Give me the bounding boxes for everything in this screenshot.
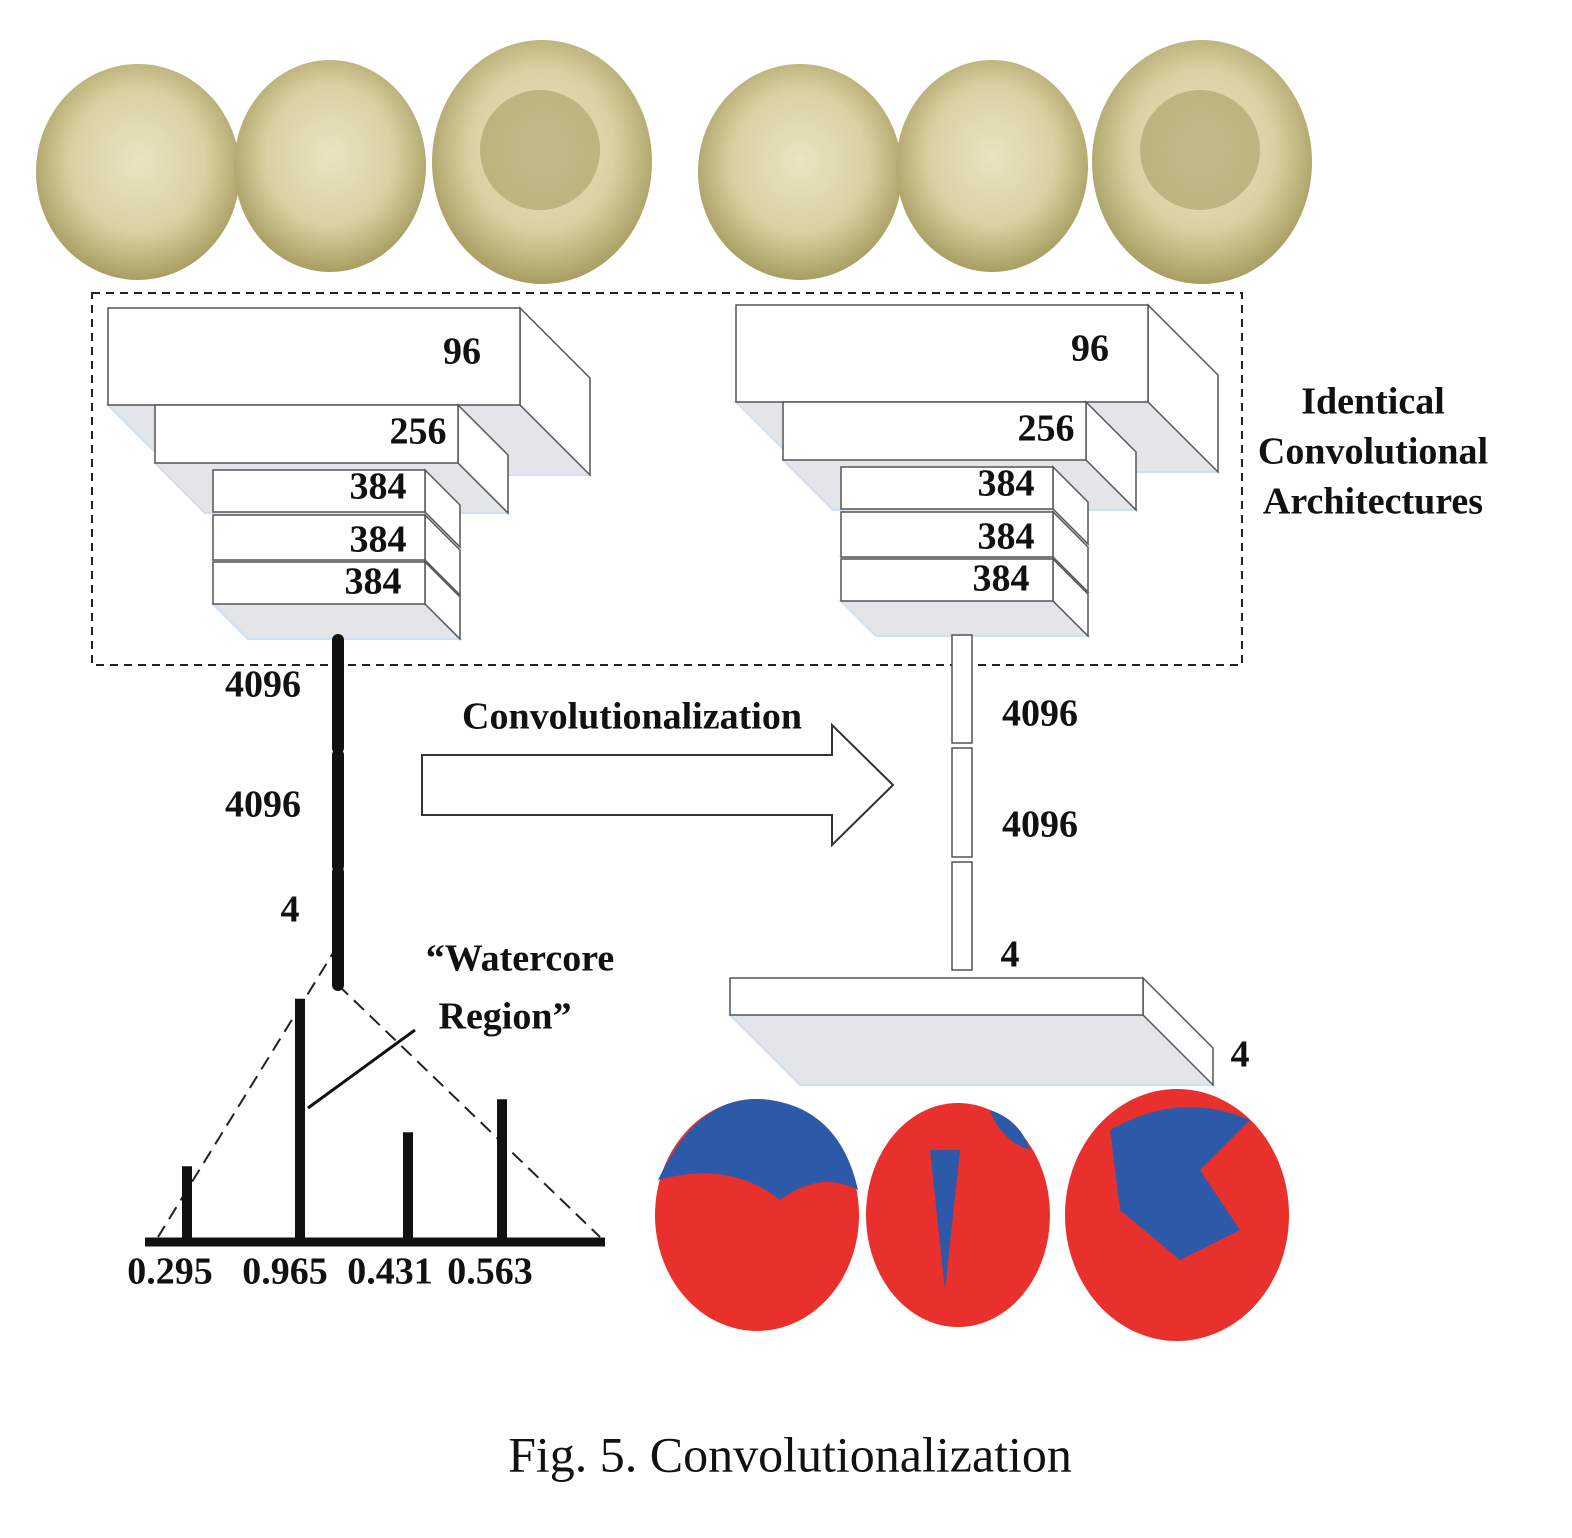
output-label: 4 xyxy=(1231,1034,1250,1076)
layer-label: 256 xyxy=(1018,408,1075,450)
leader-line xyxy=(307,1028,416,1110)
group-label: Convolutional xyxy=(1258,431,1488,473)
zoom-line xyxy=(337,984,601,1238)
layer-label: 384 xyxy=(345,561,402,603)
score-label: 0.563 xyxy=(447,1251,533,1293)
layer-label: 256 xyxy=(390,411,447,453)
fc-conv-layer xyxy=(951,747,973,858)
group-label: Identical xyxy=(1301,381,1445,423)
zoom-line xyxy=(157,944,339,1238)
score-label: 0.431 xyxy=(347,1251,433,1293)
fc-label: 4 xyxy=(1001,934,1020,976)
block-front xyxy=(212,469,426,513)
apple-photos xyxy=(36,40,1312,284)
block-front xyxy=(782,401,1087,461)
fc-conv-layer xyxy=(951,861,973,971)
block-front xyxy=(840,558,1054,602)
fc-label: 4 xyxy=(281,889,300,931)
arrow xyxy=(421,722,895,848)
arrow-label: Convolutionalization xyxy=(462,696,802,738)
layer-label: 384 xyxy=(973,558,1030,600)
block-bottom xyxy=(210,603,463,640)
layer-label: 96 xyxy=(1071,328,1109,370)
block-front xyxy=(840,511,1054,558)
layer-label: 384 xyxy=(978,463,1035,505)
block-front xyxy=(154,404,459,464)
caption: Fig. 5. Convolutionalization xyxy=(508,1426,1072,1482)
layer-label: 384 xyxy=(350,519,407,561)
block-front xyxy=(212,561,426,605)
group-label: Architectures xyxy=(1263,481,1483,523)
block-bottom xyxy=(838,600,1091,637)
fc-label: 4096 xyxy=(1002,693,1078,735)
block-front xyxy=(729,977,1144,1016)
fc-label: 4096 xyxy=(225,784,301,826)
block-front xyxy=(735,304,1149,403)
layer-label: 96 xyxy=(443,331,481,373)
annotation: “Watercore xyxy=(426,938,615,980)
fc-label: 4096 xyxy=(225,664,301,706)
block-front xyxy=(212,514,426,561)
annotation: Region” xyxy=(439,996,572,1038)
segmentation-maps xyxy=(655,1089,1289,1341)
layer-label: 384 xyxy=(350,466,407,508)
layer-label: 384 xyxy=(978,516,1035,558)
fc-conv-layer xyxy=(951,634,973,744)
score-label: 0.965 xyxy=(242,1251,328,1293)
dashed-box xyxy=(91,292,1243,666)
fc-label: 4096 xyxy=(1002,804,1078,846)
score-label: 0.295 xyxy=(127,1251,213,1293)
block-front xyxy=(107,307,521,406)
block-bottom xyxy=(727,1014,1216,1086)
block-front xyxy=(840,466,1054,510)
